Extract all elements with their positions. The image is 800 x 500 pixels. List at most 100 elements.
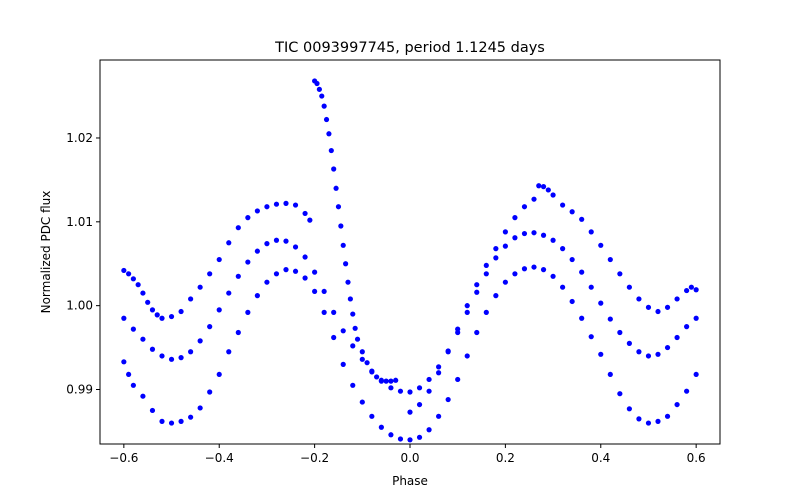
data-point [130, 326, 136, 332]
data-point [135, 282, 141, 288]
data-point [359, 399, 365, 405]
data-point [521, 266, 528, 272]
data-point [323, 116, 330, 123]
data-point [312, 269, 318, 275]
data-point [264, 279, 270, 285]
data-point [560, 202, 566, 208]
data-point [540, 184, 547, 190]
y-axis-label: Normalized PDC flux [39, 191, 53, 314]
data-point [407, 409, 413, 415]
data-point [493, 246, 499, 252]
data-point [636, 416, 642, 422]
data-point [531, 230, 537, 236]
data-point [331, 334, 337, 341]
data-point [655, 351, 661, 357]
data-point [579, 315, 585, 321]
data-point [693, 315, 699, 321]
data-point [607, 316, 613, 322]
data-point [359, 349, 365, 355]
x-tick-label: 0.0 [400, 451, 419, 465]
y-axis: 0.99 1.00 1.01 1.02 [66, 131, 100, 397]
data-point [502, 229, 508, 235]
data-point [474, 289, 480, 295]
data-point [502, 279, 508, 285]
data-point [474, 282, 480, 288]
data-point [426, 427, 432, 433]
data-point [664, 344, 671, 351]
data-point [331, 309, 337, 315]
data-point [388, 432, 394, 438]
data-point [130, 382, 136, 388]
data-point [416, 385, 423, 391]
data-point [407, 389, 413, 395]
data-point [331, 166, 337, 172]
data-point [159, 418, 165, 424]
data-point [617, 391, 623, 397]
data-point [283, 267, 289, 273]
data-points [121, 78, 699, 443]
data-point [264, 204, 270, 210]
y-tick-label: 1.01 [66, 215, 93, 229]
data-point [416, 401, 423, 408]
data-point [645, 420, 652, 426]
data-point [521, 204, 528, 210]
data-point [126, 271, 132, 277]
data-point [598, 242, 604, 248]
y-tick-label: 0.99 [66, 383, 93, 397]
data-point [254, 293, 260, 299]
data-point [383, 378, 389, 384]
data-point [426, 376, 432, 383]
data-point [693, 371, 699, 378]
data-point [216, 371, 222, 378]
data-point [607, 371, 613, 378]
data-point [364, 360, 370, 366]
data-point [350, 343, 356, 349]
data-point [350, 382, 356, 388]
data-point [626, 340, 632, 346]
data-point [436, 364, 442, 370]
data-point [188, 414, 194, 420]
data-point [483, 262, 489, 269]
data-point [264, 241, 270, 247]
data-point [197, 405, 203, 411]
data-point [493, 255, 499, 261]
data-point [617, 271, 623, 277]
data-point [569, 256, 575, 263]
data-point [333, 185, 339, 191]
data-point [302, 254, 308, 260]
data-point [149, 307, 156, 313]
data-point [321, 103, 327, 109]
data-point [693, 287, 699, 293]
data-point [302, 275, 308, 281]
data-point [226, 240, 232, 246]
data-point [531, 196, 537, 202]
data-point [245, 309, 251, 315]
data-point [502, 243, 508, 249]
data-point [617, 329, 623, 336]
data-point [550, 273, 556, 279]
data-point [531, 264, 537, 270]
data-point [197, 338, 203, 344]
data-point [512, 271, 518, 277]
data-point [393, 377, 399, 383]
data-point [569, 209, 575, 215]
data-point [674, 401, 680, 408]
data-point [292, 268, 299, 274]
data-point [168, 356, 175, 362]
data-point [397, 388, 404, 394]
data-point [512, 235, 518, 241]
data-point [235, 329, 241, 336]
x-tick-label: −0.4 [205, 451, 234, 465]
data-point [326, 131, 332, 137]
data-point [178, 418, 184, 424]
data-point [464, 303, 470, 309]
data-point [159, 315, 165, 321]
data-point [197, 284, 203, 290]
data-point [302, 210, 308, 217]
data-point [328, 147, 334, 154]
data-point [378, 424, 384, 430]
data-point [374, 374, 380, 380]
data-point [307, 217, 313, 223]
